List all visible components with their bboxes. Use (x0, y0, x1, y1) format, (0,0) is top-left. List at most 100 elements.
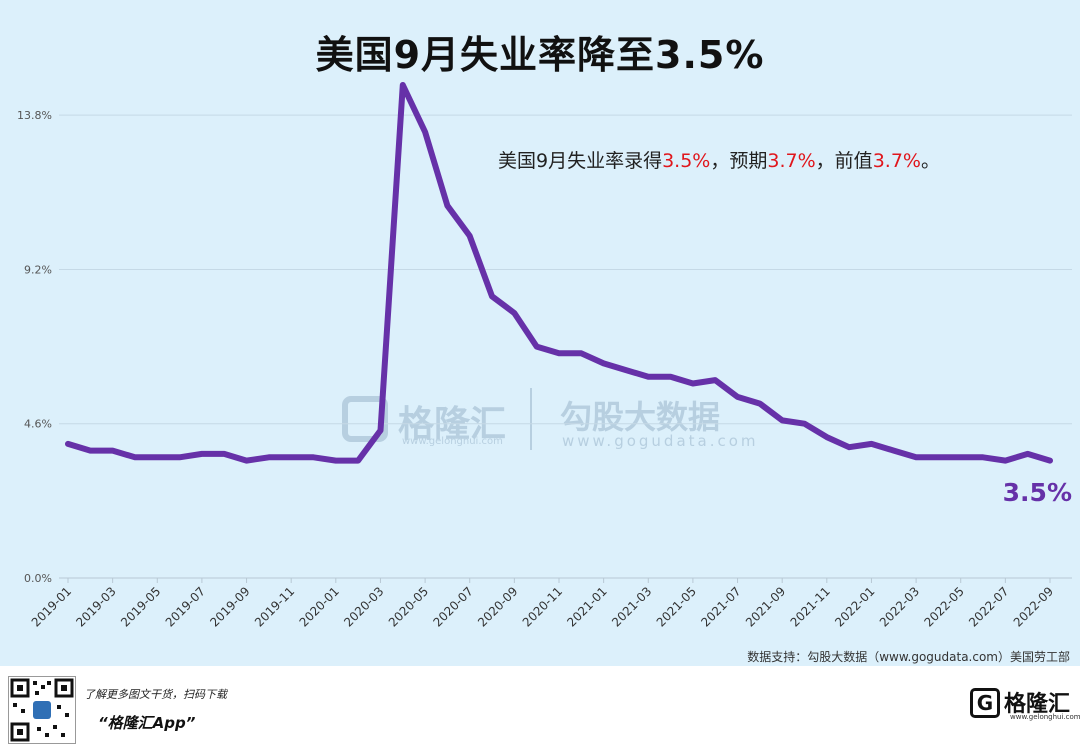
data-point (199, 451, 204, 456)
x-tick-label: 2019-09 (207, 584, 252, 629)
x-tick-label: 2021-07 (698, 584, 743, 629)
data-source: 数据支持：勾股大数据（www.gogudata.com）美国劳工部 (747, 650, 1070, 664)
data-point (155, 455, 160, 460)
data-point (824, 435, 829, 440)
x-tick-label: 2020-01 (297, 584, 342, 629)
data-point (623, 368, 628, 373)
x-tick-label: 2022-05 (921, 584, 966, 629)
x-tick-label: 2020-05 (386, 584, 431, 629)
data-point (66, 441, 70, 446)
data-point (445, 203, 450, 208)
data-point (244, 458, 249, 463)
data-point (958, 455, 963, 460)
unemployment-line (65, 82, 1053, 464)
data-point (110, 448, 115, 453)
x-tick-label: 2022-09 (1011, 584, 1056, 629)
logo-text: 格隆汇 (1004, 692, 1071, 717)
y-tick-label: 13.8% (17, 109, 52, 122)
x-tick-label: 2022-03 (877, 584, 922, 629)
data-point (1003, 458, 1008, 463)
data-point (356, 458, 361, 463)
data-point (780, 418, 785, 423)
data-point (88, 448, 93, 453)
x-tick-label: 2020-07 (430, 584, 475, 629)
x-tick-label: 2019-03 (73, 584, 118, 629)
data-point (668, 374, 673, 379)
data-point (914, 455, 919, 460)
data-point (177, 455, 182, 460)
footer: 了解更多图文干货，扫码下载 “格隆汇App” G 格隆汇 www.gelongh… (0, 666, 1080, 748)
data-point (936, 455, 941, 460)
data-point (802, 421, 807, 426)
y-tick-label: 9.2% (24, 263, 52, 276)
data-point (579, 351, 584, 356)
x-tick-label: 2022-01 (832, 584, 877, 629)
x-tick-label: 2021-03 (609, 584, 654, 629)
promo-app-name: “格隆汇App” (98, 714, 196, 732)
x-tick-label: 2020-09 (475, 584, 520, 629)
watermark-brand2: 勾股大数据 (560, 398, 721, 436)
x-tick-label: 2019-11 (252, 584, 297, 629)
x-tick-label: 2021-05 (654, 584, 699, 629)
x-tick-label: 2020-11 (520, 584, 565, 629)
promo-text: 了解更多图文干货，扫码下载 (84, 688, 227, 701)
subtitle-suffix: 。 (920, 150, 940, 172)
data-point (534, 344, 539, 349)
x-tick-label: 2020-03 (341, 584, 386, 629)
data-point (490, 294, 495, 299)
watermark-brand2-url: www.gogudata.com (562, 432, 759, 450)
data-point (333, 458, 338, 463)
end-value-label: 3.5% (1003, 478, 1072, 507)
y-tick-label: 4.6% (24, 418, 52, 431)
subtitle-prefix: 美国9月失业率录得 (498, 150, 663, 172)
watermark-brand1-url: www.gelonghui.com (402, 436, 503, 447)
x-tick-label: 2019-01 (29, 584, 74, 629)
chart-subtitle: 美国9月失业率录得3.5%，预期3.7%，前值3.7%。 (498, 146, 940, 173)
data-point (512, 311, 517, 316)
data-point (266, 455, 271, 460)
data-point (222, 451, 227, 456)
x-tick-label: 2021-09 (743, 584, 788, 629)
qr-logo-icon (33, 701, 51, 719)
subtitle-previous: 3.7% (872, 150, 921, 172)
watermark-brand1: 格隆汇 (398, 404, 507, 445)
qr-code-icon[interactable] (8, 676, 76, 744)
data-point (981, 455, 986, 460)
data-point (311, 455, 316, 460)
data-point (757, 401, 762, 406)
y-tick-label: 0.0% (24, 572, 52, 585)
gelonghui-logo-icon: G (970, 688, 1000, 718)
subtitle-mid2: ，前值 (815, 150, 873, 172)
data-point (1025, 451, 1030, 456)
data-point (847, 445, 852, 450)
data-point (378, 428, 383, 433)
x-tick-label: 2021-11 (788, 584, 833, 629)
data-point (646, 374, 651, 379)
x-tick-label: 2019-07 (163, 584, 208, 629)
data-point (713, 378, 718, 383)
x-tick-label: 2019-05 (118, 584, 163, 629)
x-tick-label: 2021-01 (564, 584, 609, 629)
data-point (735, 394, 740, 399)
data-point (690, 381, 695, 386)
data-point (289, 455, 294, 460)
subtitle-actual: 3.5% (662, 150, 711, 172)
chart-title: 美国9月失业率降至3.5% (315, 33, 765, 77)
watermark-divider (530, 388, 532, 450)
qr-pattern (10, 678, 74, 742)
data-point (400, 83, 405, 87)
data-point (869, 441, 874, 446)
line-chart: 0.0%4.6%9.2%13.8%2019-01 2019-03 2019-05 20… (17, 82, 1072, 630)
data-point (601, 361, 606, 366)
data-point (1048, 458, 1052, 463)
data-point (132, 455, 137, 460)
subtitle-expected: 3.7% (767, 150, 816, 172)
watermark-logo-icon (342, 396, 388, 442)
subtitle-mid1: ，预期 (710, 150, 768, 172)
logo-url: www.gelonghui.com (1010, 713, 1080, 721)
data-point (423, 129, 428, 134)
data-point (557, 351, 561, 356)
data-point (891, 448, 896, 453)
data-point (467, 233, 472, 238)
